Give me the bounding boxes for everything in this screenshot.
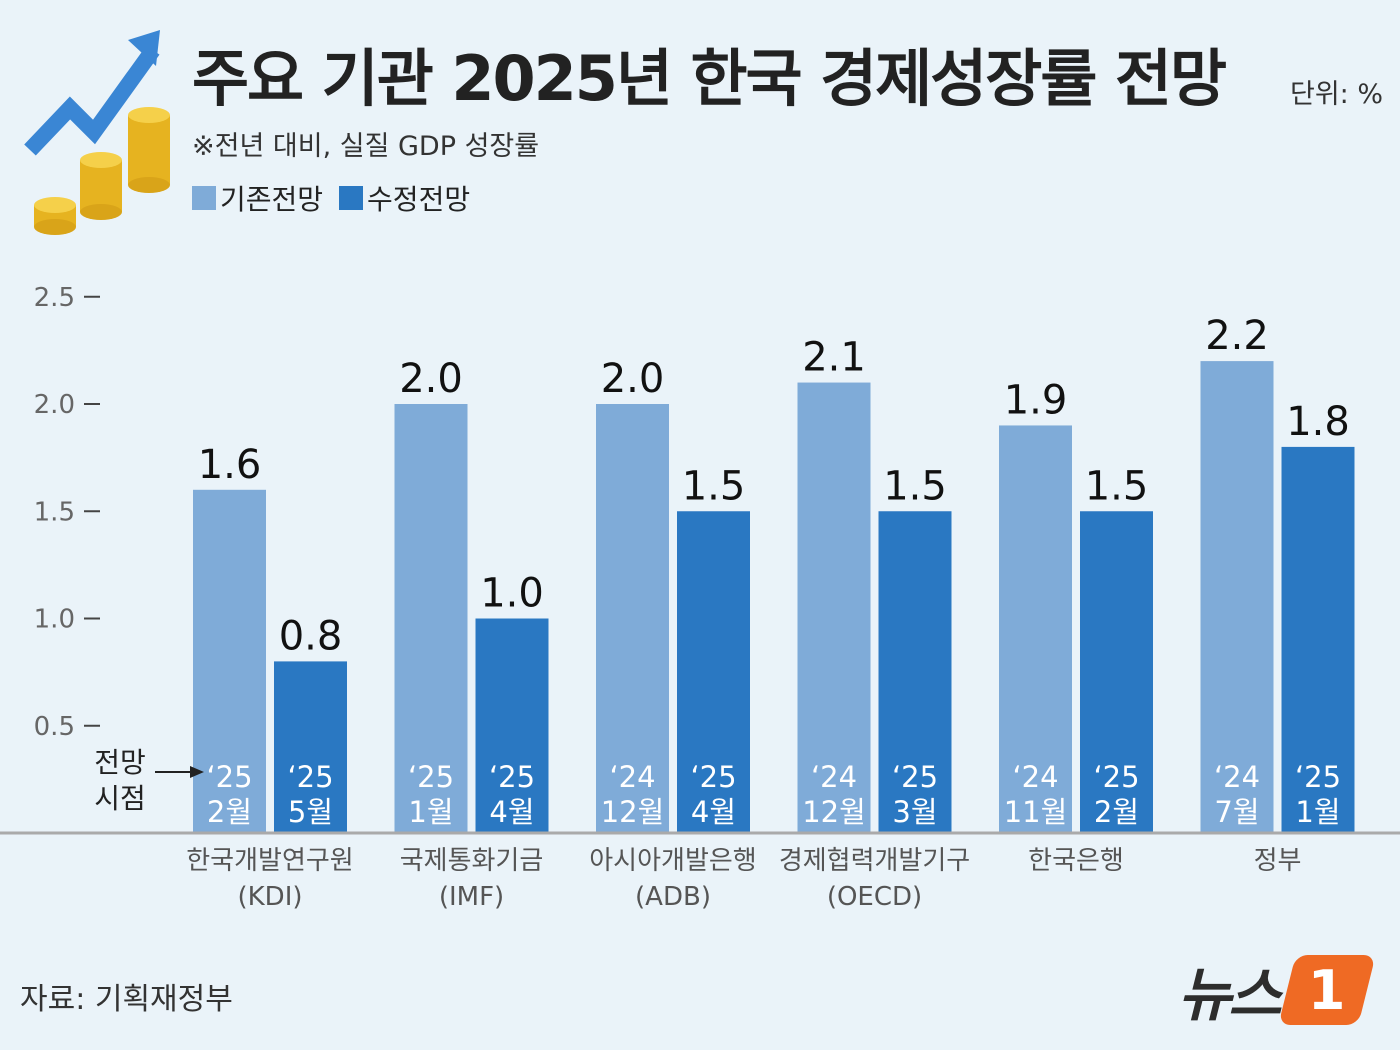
y-tick-label: 0.5 [34, 712, 75, 742]
category-label: 한국개발연구원 [186, 846, 353, 876]
bar-value-label: 1.5 [1085, 463, 1149, 509]
category-sublabel: (OECD) [827, 882, 922, 912]
bar-date-year: ‘24 [1214, 760, 1260, 794]
bar-revised [274, 661, 347, 833]
category-sublabel: (IMF) [439, 882, 504, 912]
growth-illustration-icon [24, 30, 170, 235]
bar-date-month: 5월 [288, 795, 333, 829]
bar-date-year: ‘24 [1012, 760, 1058, 794]
bar-revised [1080, 511, 1153, 833]
bar-value-label: 2.2 [1205, 313, 1269, 359]
annotation-label-line2: 시점 [94, 782, 146, 815]
bar-date-month: 2월 [1094, 795, 1139, 829]
bar-revised [677, 511, 750, 833]
source-note: 자료: 기획재정부 [20, 982, 233, 1017]
bar-value-label: 0.8 [279, 613, 343, 659]
legend-label-previous: 기존전망 [220, 183, 324, 216]
arrow-right-icon [190, 766, 204, 778]
bar-date-month: 3월 [892, 795, 937, 829]
coin-stack-icon [34, 197, 76, 235]
bar-previous [193, 489, 266, 833]
bar-previous [1200, 361, 1274, 833]
bar-date-month: 4월 [489, 795, 534, 829]
legend-label-revised: 수정전망 [367, 183, 471, 216]
bar-revised [878, 511, 952, 833]
y-tick-label: 2.5 [34, 283, 75, 313]
logo-mark: 1 [1278, 955, 1376, 1025]
bar-value-label: 1.8 [1286, 399, 1350, 445]
category-label: 국제통화기금 [400, 846, 544, 876]
bar-revised [1281, 446, 1355, 833]
bar-date-month: 1월 [1295, 795, 1340, 829]
bar-previous [797, 382, 871, 833]
bar-date-year: ‘25 [287, 760, 333, 794]
bar-value-label: 2.1 [802, 335, 866, 381]
bar-date-year: ‘24 [811, 760, 857, 794]
bar-date-month: 12월 [802, 795, 866, 829]
bar-value-label: 1.6 [198, 442, 262, 488]
bar-value-label: 2.0 [399, 356, 463, 402]
page-title: 주요 기관 2025년 한국 경제성장률 전망 [192, 42, 1227, 115]
bar-date-month: 12월 [601, 795, 665, 829]
bar-previous [596, 404, 669, 833]
bar-date-month: 2월 [207, 795, 252, 829]
legend-swatch-revised [339, 186, 364, 210]
bar-date-year: ‘25 [206, 760, 252, 794]
bar-previous [394, 404, 468, 833]
bar-value-label: 1.0 [480, 571, 544, 617]
bar-date-year: ‘25 [1295, 760, 1341, 794]
bar-value-label: 1.5 [682, 463, 746, 509]
category-label: 경제협력개발기구 [779, 846, 970, 876]
bar-value-label: 1.5 [883, 463, 947, 509]
bar-date-year: ‘25 [408, 760, 454, 794]
y-tick-label: 2.0 [34, 390, 75, 420]
chart-legend: 기존전망 수정전망 [192, 178, 470, 218]
bar-previous [999, 425, 1072, 833]
bar-date-month: 11월 [1004, 795, 1068, 829]
category-sublabel: (KDI) [237, 882, 302, 912]
legend-swatch-previous [192, 186, 216, 210]
bar-value-label: 1.9 [1004, 377, 1068, 423]
bar-date-month: 4월 [691, 795, 736, 829]
bar-date-year: ‘24 [609, 760, 655, 794]
news1-logo: 뉴스 1 [1178, 948, 1376, 1032]
category-label: 아시아개발은행 [589, 846, 756, 876]
annotation-label-line1: 전망 [94, 746, 146, 779]
category-label: 정부 [1254, 846, 1302, 876]
bar-value-label: 2.0 [601, 356, 665, 402]
category-label: 한국은행 [1028, 846, 1124, 876]
bar-date-month: 7월 [1214, 795, 1259, 829]
y-tick-label: 1.0 [34, 605, 75, 635]
bar-date-year: ‘25 [892, 760, 938, 794]
bar-date-month: 1월 [408, 795, 453, 829]
unit-label: 단위: % [1290, 79, 1384, 110]
bar-date-year: ‘25 [690, 760, 736, 794]
category-sublabel: (ADB) [635, 882, 711, 912]
bar-date-year: ‘25 [1093, 760, 1139, 794]
logo-mark-text: 1 [1307, 958, 1346, 1022]
legend-item-previous: 기존전망 [192, 178, 323, 218]
bar-revised [475, 618, 549, 833]
coin-stack-icon [80, 152, 122, 220]
chart-subtitle: ※전년 대비, 실질 GDP 성장률 [192, 131, 540, 162]
coin-stack-icon [128, 107, 170, 193]
y-tick-label: 1.5 [34, 497, 75, 527]
legend-item-revised: 수정전망 [339, 178, 470, 218]
bar-date-year: ‘25 [489, 760, 535, 794]
logo-text: 뉴스 [1178, 961, 1282, 1029]
